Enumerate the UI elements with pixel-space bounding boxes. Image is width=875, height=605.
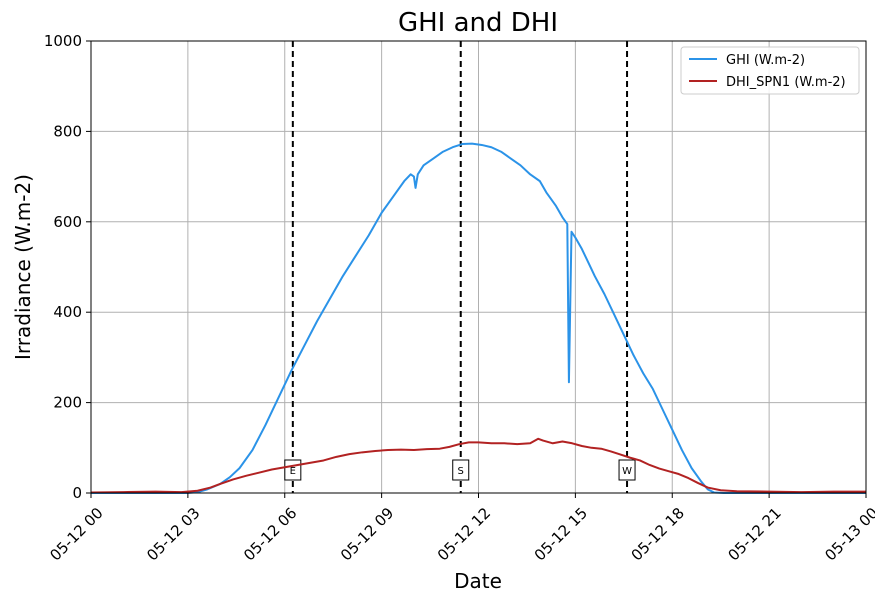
grid-lines	[90, 40, 867, 494]
axis-ticks: 05-12 00 05-12 03 05-12 06 05-12 09 05-12 12…	[44, 32, 875, 564]
x-tick-label: 05-13 00	[821, 504, 875, 564]
series-line-ghi	[91, 142, 866, 494]
marker-box	[452, 459, 470, 481]
series-line-dhi	[90, 437, 866, 494]
legend-box	[680, 46, 860, 95]
legend-entry: GHI (W.m-2)	[726, 53, 805, 68]
x-tick-label: 05-12 06	[240, 504, 300, 564]
x-tick-label: 05-12 03	[143, 504, 203, 564]
marker-label: W	[622, 466, 632, 477]
series-lines	[90, 142, 866, 494]
marker-label: S	[458, 466, 464, 477]
x-tick-label: 05-12 00	[46, 504, 106, 564]
y-tick-label: 800	[53, 122, 82, 140]
x-tick-label: 05-12 12	[434, 504, 494, 564]
marker-label: E	[290, 466, 296, 477]
y-tick-label: 0	[72, 484, 82, 502]
x-tick-label: 05-12 15	[531, 504, 591, 564]
marker-box	[618, 459, 636, 481]
y-tick-label: 600	[53, 213, 82, 231]
x-tick-label: 05-12 21	[724, 504, 784, 564]
legend: GHI (W.m-2) DHI_SPN1 (W.m-2)	[680, 46, 860, 95]
x-tick-label: 05-12 09	[337, 504, 397, 564]
x-tick-label: 05-12 18	[628, 504, 688, 564]
y-axis-title: Irradiance (W.m-2)	[11, 174, 35, 360]
y-tick-label: 1000	[44, 32, 82, 50]
legend-entry: DHI_SPN1 (W.m-2)	[726, 75, 846, 90]
y-tick-label: 200	[53, 394, 82, 412]
y-tick-label: 400	[53, 303, 82, 321]
x-axis-title: Date	[454, 569, 502, 593]
chart-title: GHI and DHI	[398, 8, 558, 38]
